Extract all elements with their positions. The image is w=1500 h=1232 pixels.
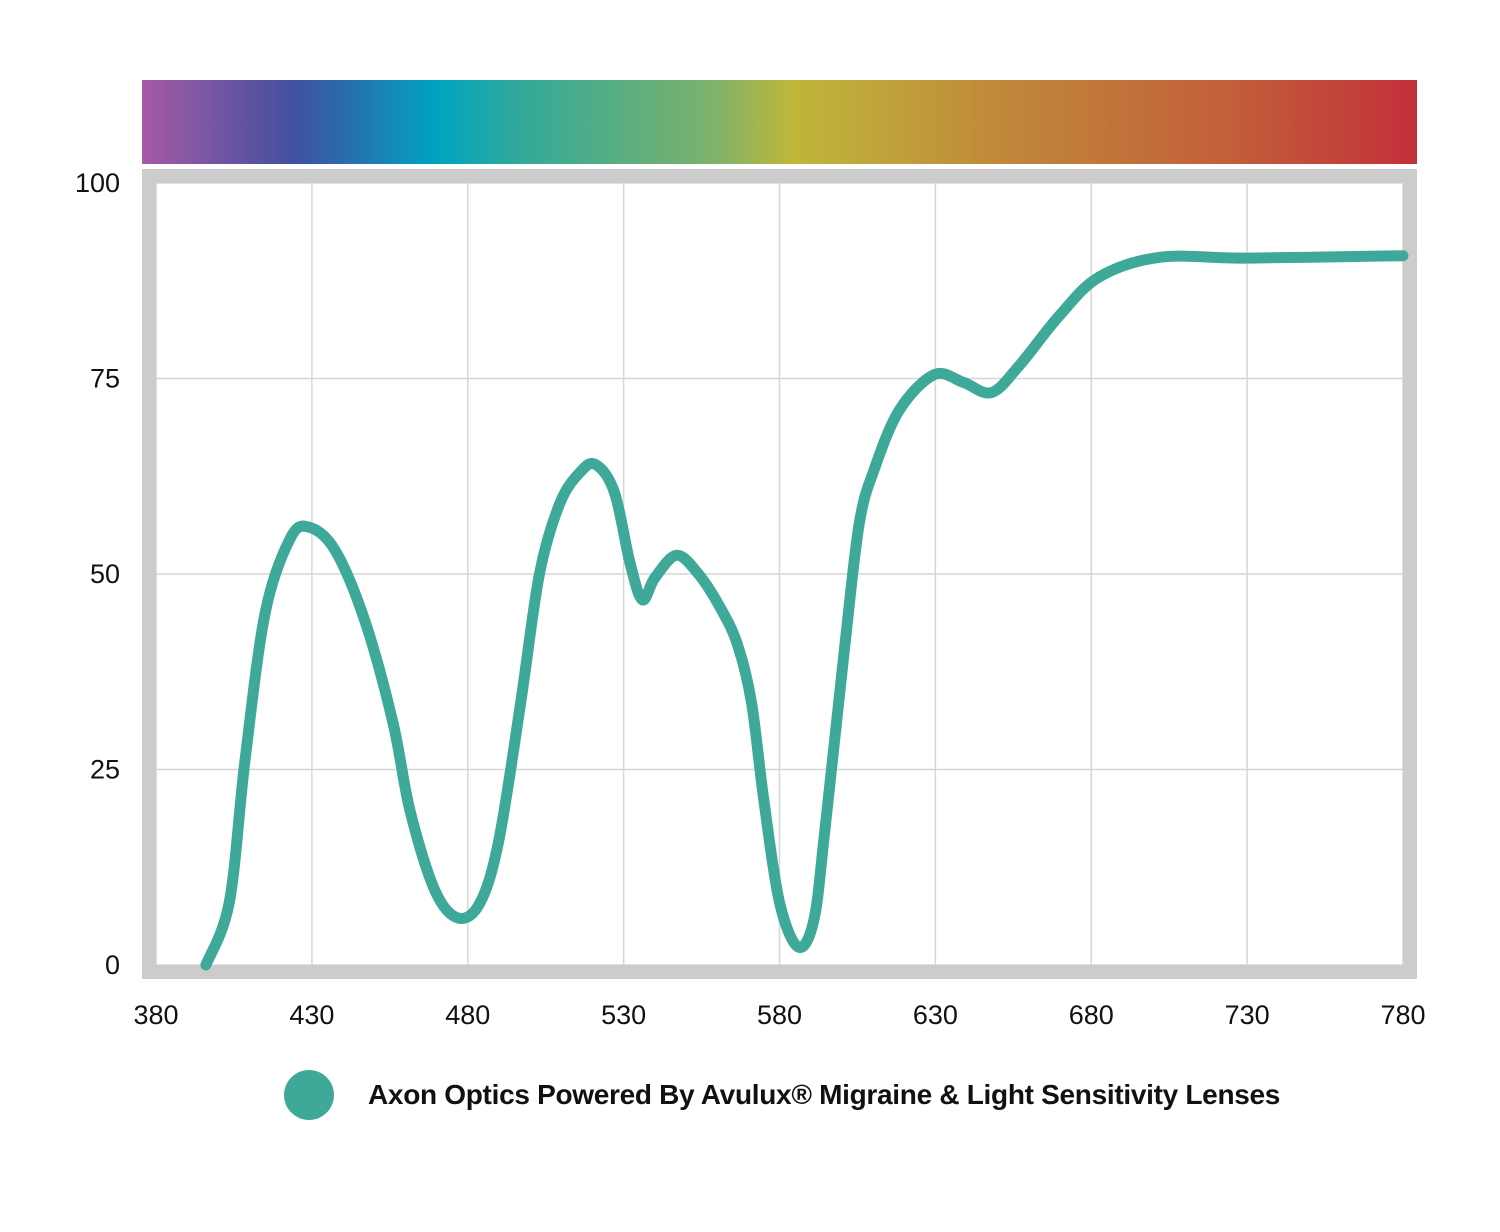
plot-frame bbox=[142, 169, 1417, 979]
legend-label: Axon Optics Powered By Avulux® Migraine … bbox=[368, 1079, 1281, 1110]
series-line bbox=[200, 250, 1409, 971]
x-tick-label: 580 bbox=[757, 1000, 802, 1030]
y-axis-ticks: 0 25 50 75 100 bbox=[75, 168, 120, 980]
y-tick-label: 50 bbox=[90, 559, 120, 589]
x-tick-label: 780 bbox=[1380, 1000, 1425, 1030]
spectrum-bar bbox=[142, 80, 1417, 164]
x-tick-label: 530 bbox=[601, 1000, 646, 1030]
y-tick-label: 100 bbox=[75, 168, 120, 198]
y-tick-label: 25 bbox=[90, 755, 120, 785]
x-tick-label: 480 bbox=[445, 1000, 490, 1030]
x-axis-ticks: 380 430 480 530 580 630 680 730 780 bbox=[133, 1000, 1425, 1030]
legend-marker bbox=[284, 1070, 334, 1120]
y-tick-label: 0 bbox=[105, 950, 120, 980]
x-tick-label: 630 bbox=[913, 1000, 958, 1030]
x-tick-label: 430 bbox=[289, 1000, 334, 1030]
y-tick-label: 75 bbox=[90, 364, 120, 394]
x-tick-label: 380 bbox=[133, 1000, 178, 1030]
x-tick-label: 680 bbox=[1069, 1000, 1114, 1030]
legend: Axon Optics Powered By Avulux® Migraine … bbox=[284, 1070, 1280, 1120]
x-tick-label: 730 bbox=[1225, 1000, 1270, 1030]
